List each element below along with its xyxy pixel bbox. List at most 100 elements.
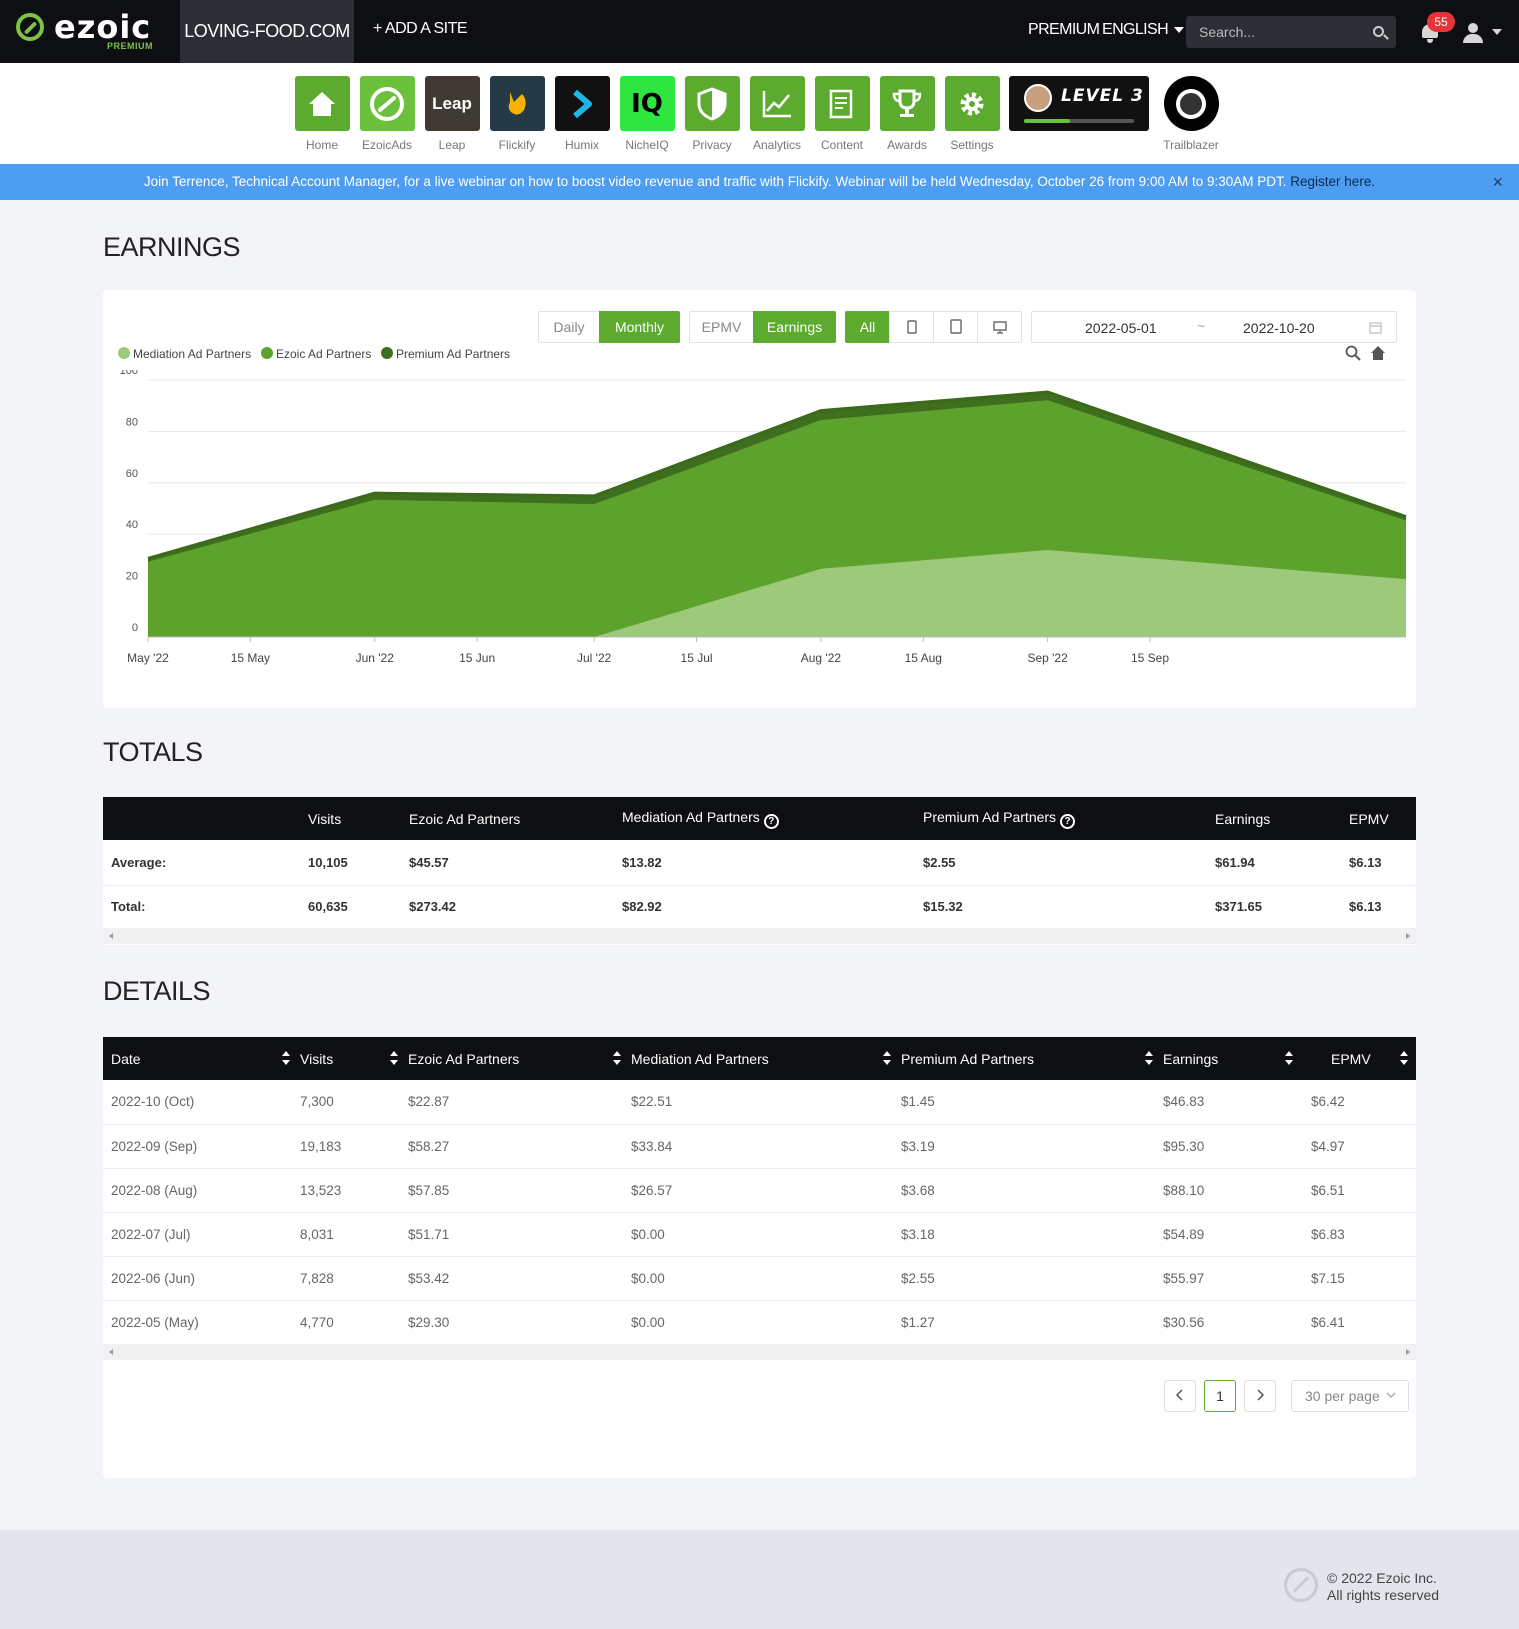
- humix-icon: [554, 76, 610, 131]
- scroll-left-icon[interactable]: [109, 933, 113, 939]
- chevron-left-icon: [1175, 1389, 1183, 1401]
- copyright: © 2022 Ezoic Inc.: [1327, 1570, 1437, 1586]
- desktop-icon: [992, 321, 1007, 334]
- details-table-card: Date Visits Ezoic Ad Partners Mediation …: [103, 1037, 1416, 1478]
- cell-ezoic: $29.30: [408, 1300, 631, 1345]
- app-settings[interactable]: Settings: [944, 76, 1000, 152]
- all-devices-button[interactable]: All: [845, 311, 890, 343]
- tablet-device-button[interactable]: [933, 311, 978, 343]
- app-ezoicads[interactable]: EzoicAds: [359, 76, 415, 152]
- site-selector[interactable]: LOVING-FOOD.COM: [180, 0, 354, 63]
- scroll-right-icon[interactable]: [1406, 933, 1410, 939]
- help-icon[interactable]: ?: [1060, 813, 1076, 829]
- x-tick-label: 15 Jun: [459, 651, 495, 665]
- horizontal-scrollbar[interactable]: [103, 928, 1416, 944]
- sort-icon: [1145, 1051, 1153, 1067]
- date-range-picker[interactable]: 2022-05-01 ~ 2022-10-20: [1031, 311, 1397, 343]
- close-icon[interactable]: ×: [1492, 172, 1503, 192]
- cell-earnings: $54.89: [1163, 1212, 1303, 1257]
- cell-visits: 7,828: [300, 1256, 408, 1301]
- logo-text: ezoic: [54, 8, 152, 46]
- chart-controls: Daily Monthly EPMV Earnings All 2022-05-…: [538, 311, 1406, 343]
- previous-page-button[interactable]: [1164, 1380, 1196, 1412]
- monthly-button[interactable]: Monthly: [599, 311, 680, 343]
- user-menu-chevron-icon[interactable]: [1492, 29, 1502, 35]
- app-trailblazer[interactable]: Trailblazer: [1163, 76, 1219, 152]
- earnings-button[interactable]: Earnings: [753, 311, 836, 343]
- cell-premium: $3.18: [901, 1212, 1163, 1257]
- desktop-device-button[interactable]: [977, 311, 1022, 343]
- shield-icon: [684, 76, 740, 131]
- app-awards[interactable]: Awards: [879, 76, 935, 152]
- help-icon[interactable]: ?: [763, 813, 779, 829]
- cell-mediation: $0.00: [631, 1300, 901, 1345]
- user-icon[interactable]: [1462, 23, 1484, 43]
- totals-table-card: Visits Ezoic Ad Partners Mediation Ad Pa…: [103, 797, 1416, 945]
- sort-epmv-header[interactable]: EPMV: [1303, 1037, 1416, 1080]
- sort-date-header[interactable]: Date: [103, 1037, 300, 1080]
- calendar-icon[interactable]: [1369, 321, 1382, 334]
- ezoic-logo[interactable]: ezoic PREMIUM: [14, 8, 164, 56]
- x-tick-label: Sep '22: [1027, 651, 1068, 665]
- language-dropdown[interactable]: ENGLISH: [1102, 21, 1185, 39]
- daily-button[interactable]: Daily: [538, 311, 600, 343]
- cell-epmv: $6.41: [1303, 1300, 1416, 1345]
- app-humix[interactable]: Humix: [554, 76, 610, 152]
- sort-icon: [390, 1051, 398, 1067]
- app-privacy[interactable]: Privacy: [684, 76, 740, 152]
- app-analytics[interactable]: Analytics: [749, 76, 805, 152]
- zoom-icon[interactable]: [1345, 345, 1361, 361]
- cell-premium: $1.27: [901, 1300, 1163, 1345]
- sort-mediation-header[interactable]: Mediation Ad Partners: [631, 1037, 901, 1080]
- sort-icon: [613, 1051, 621, 1067]
- scroll-right-icon[interactable]: [1406, 1349, 1410, 1355]
- x-tick-label: 15 Aug: [905, 651, 942, 665]
- app-label: Content: [820, 138, 864, 152]
- legend-ezoic[interactable]: Ezoic Ad Partners: [261, 347, 371, 361]
- add-site-link[interactable]: + ADD A SITE: [373, 20, 468, 37]
- premium-link[interactable]: PREMIUM: [1028, 21, 1100, 38]
- page-number[interactable]: 1: [1204, 1380, 1236, 1412]
- date-to[interactable]: 2022-10-20: [1243, 320, 1315, 336]
- app-content[interactable]: Content: [814, 76, 870, 152]
- legend-mediation[interactable]: Mediation Ad Partners: [118, 347, 251, 361]
- sort-visits-header[interactable]: Visits: [300, 1037, 408, 1080]
- sort-icon: [883, 1051, 891, 1067]
- cell-epmv: $6.13: [1335, 885, 1416, 929]
- cell-mediation: $33.84: [631, 1124, 901, 1169]
- cell-visits: 60,635: [308, 885, 409, 929]
- series-line-total: [147, 390, 1407, 560]
- sort-earnings-header[interactable]: Earnings: [1163, 1037, 1303, 1080]
- app-label: Humix: [564, 138, 599, 152]
- register-link[interactable]: Register here.: [1290, 174, 1376, 189]
- scroll-left-icon[interactable]: [109, 1349, 113, 1355]
- epmv-button[interactable]: EPMV: [689, 311, 754, 343]
- app-leap[interactable]: Leap Leap: [424, 76, 480, 152]
- x-tick-label: 15 Jul: [681, 651, 713, 665]
- x-tick-label: Jun '22: [356, 651, 395, 665]
- cell-mediation: $0.00: [631, 1256, 901, 1301]
- horizontal-scrollbar[interactable]: [103, 1344, 1416, 1360]
- reset-zoom-home-icon[interactable]: [1370, 345, 1386, 361]
- search-input[interactable]: [1186, 16, 1366, 48]
- next-page-button[interactable]: [1244, 1380, 1276, 1412]
- row-label: Total:: [103, 885, 308, 929]
- cell-epmv: $7.15: [1303, 1256, 1416, 1301]
- sort-ezoic-header[interactable]: Ezoic Ad Partners: [408, 1037, 631, 1080]
- earnings-card: Daily Monthly EPMV Earnings All 2022-05-…: [103, 290, 1416, 708]
- header-premium: Premium Ad Partners?: [923, 797, 1215, 840]
- sort-premium-header[interactable]: Premium Ad Partners: [901, 1037, 1163, 1080]
- analytics-icon: [749, 76, 805, 131]
- mobile-device-button[interactable]: [889, 311, 934, 343]
- app-home[interactable]: Home: [294, 76, 350, 152]
- notification-badge[interactable]: 55: [1427, 12, 1455, 32]
- level-card[interactable]: LEVEL 3: [1009, 76, 1149, 131]
- table-header-row: Date Visits Ezoic Ad Partners Mediation …: [103, 1037, 1416, 1080]
- search-icon[interactable]: [1373, 26, 1384, 37]
- app-nicheiq[interactable]: IQ NicheIQ: [619, 76, 675, 152]
- search-box: [1186, 16, 1396, 48]
- legend-premium[interactable]: Premium Ad Partners: [381, 347, 510, 361]
- date-from[interactable]: 2022-05-01: [1085, 320, 1157, 336]
- per-page-select[interactable]: 30 per page: [1291, 1380, 1409, 1412]
- app-flickify[interactable]: Flickify: [489, 76, 545, 152]
